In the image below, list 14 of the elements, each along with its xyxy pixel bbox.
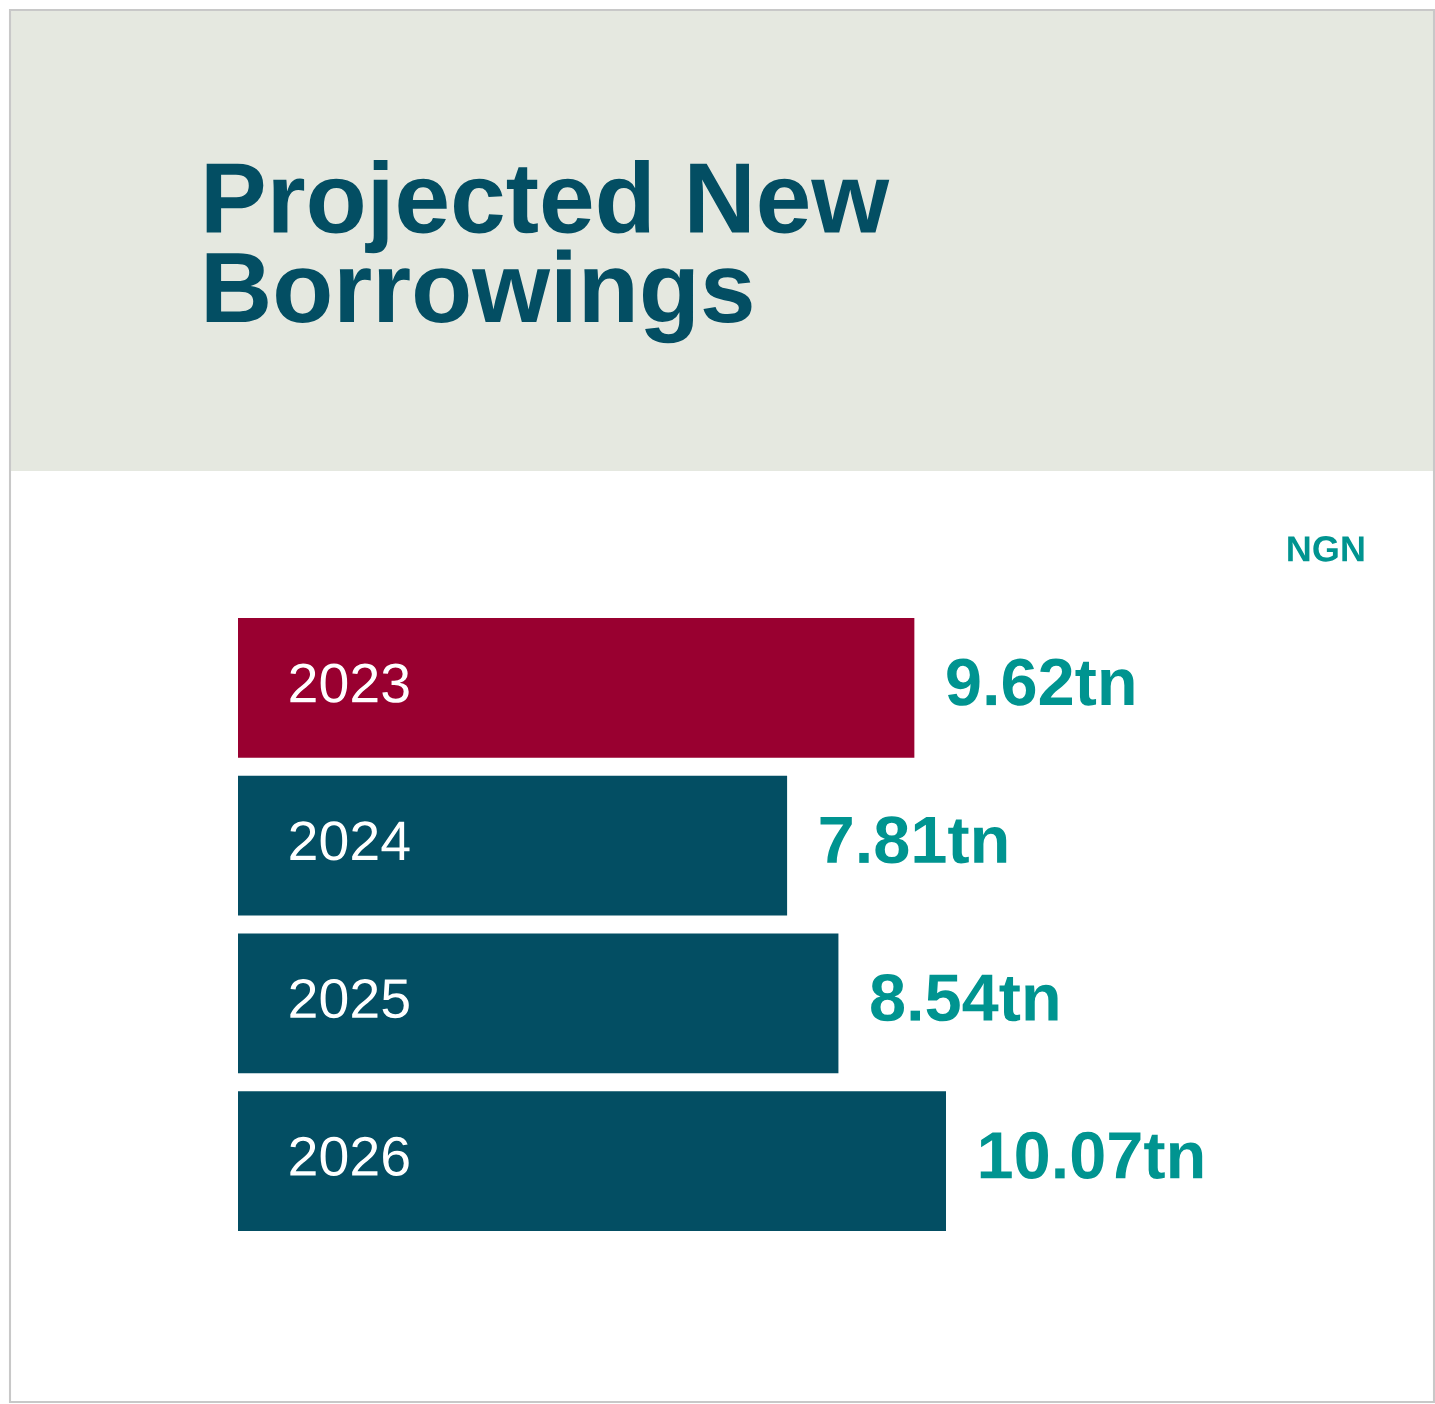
bar	[238, 775, 788, 916]
y-tick-label: 2025	[290, 978, 409, 1019]
data-label: 9.62tn	[947, 658, 1134, 706]
data-label: 8.54tn	[871, 974, 1058, 1022]
y-tick-label: 2024	[290, 821, 410, 861]
chart-title: Projected New Borrowings	[206, 160, 890, 344]
bar	[238, 618, 915, 758]
y-tick-label: 2023	[290, 663, 409, 703]
bar	[238, 933, 839, 1074]
data-label: 7.81tn	[820, 816, 1007, 864]
y-tick-label: 2026	[290, 1136, 409, 1177]
text: NGN	[1288, 536, 1364, 562]
bar	[238, 1091, 946, 1231]
data-label: 10.07tn	[980, 1131, 1203, 1180]
